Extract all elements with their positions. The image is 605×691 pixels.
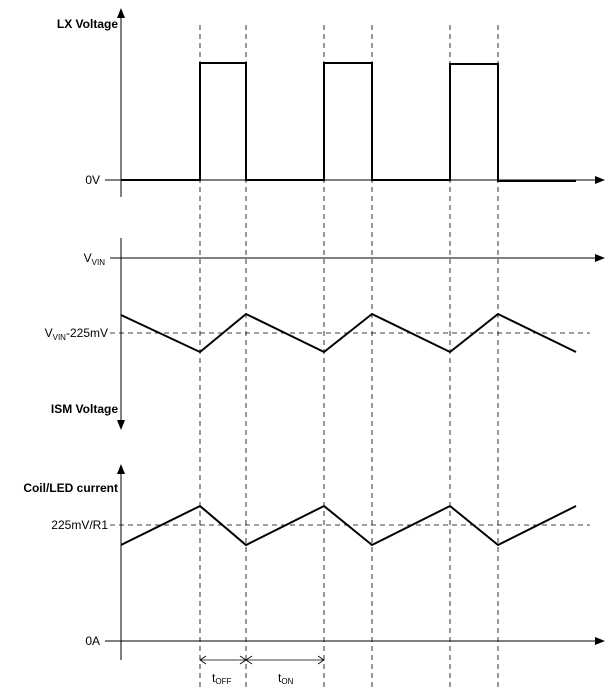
lx-voltage-waveform [121,62,576,182]
ism-vin-label: VVIN [84,251,106,267]
ism-voltage-waveform [120,312,577,354]
coil-current-title: Coil/LED current [23,481,118,495]
ton-arrow-left [245,655,253,665]
ton-label: tON [278,671,294,686]
lx-y-axis-arrow [117,8,125,18]
coil-current-waveform [120,504,577,547]
ism-threshold-label: VVIN-225mV [45,326,108,342]
coil-x-axis-arrow [595,637,605,645]
lx-x-axis-arrow [595,176,605,184]
coil-threshold-label: 225mV/R1 [51,518,108,532]
toff-arrow-left [199,655,207,665]
ism-y-axis-arrow [117,420,125,430]
ton-arrow-right [317,655,325,665]
coil-y-axis-arrow [117,464,125,474]
lx-voltage-title: LX Voltage [57,17,118,31]
toff-label: tOFF [212,671,231,686]
lx-voltage-panel: LX Voltage 0V [57,8,605,197]
timing-annotations: tOFF tON [199,655,325,686]
ism-voltage-panel: VVIN VVIN-225mV ISM Voltage [45,238,605,430]
timing-guides [199,25,499,691]
ism-vin-arrow [595,254,605,262]
coil-zero-label: 0A [85,634,100,648]
lx-zero-label: 0V [85,173,100,187]
ism-voltage-title: ISM Voltage [51,402,118,416]
coil-current-panel: Coil/LED current 225mV/R1 0A [23,464,605,660]
